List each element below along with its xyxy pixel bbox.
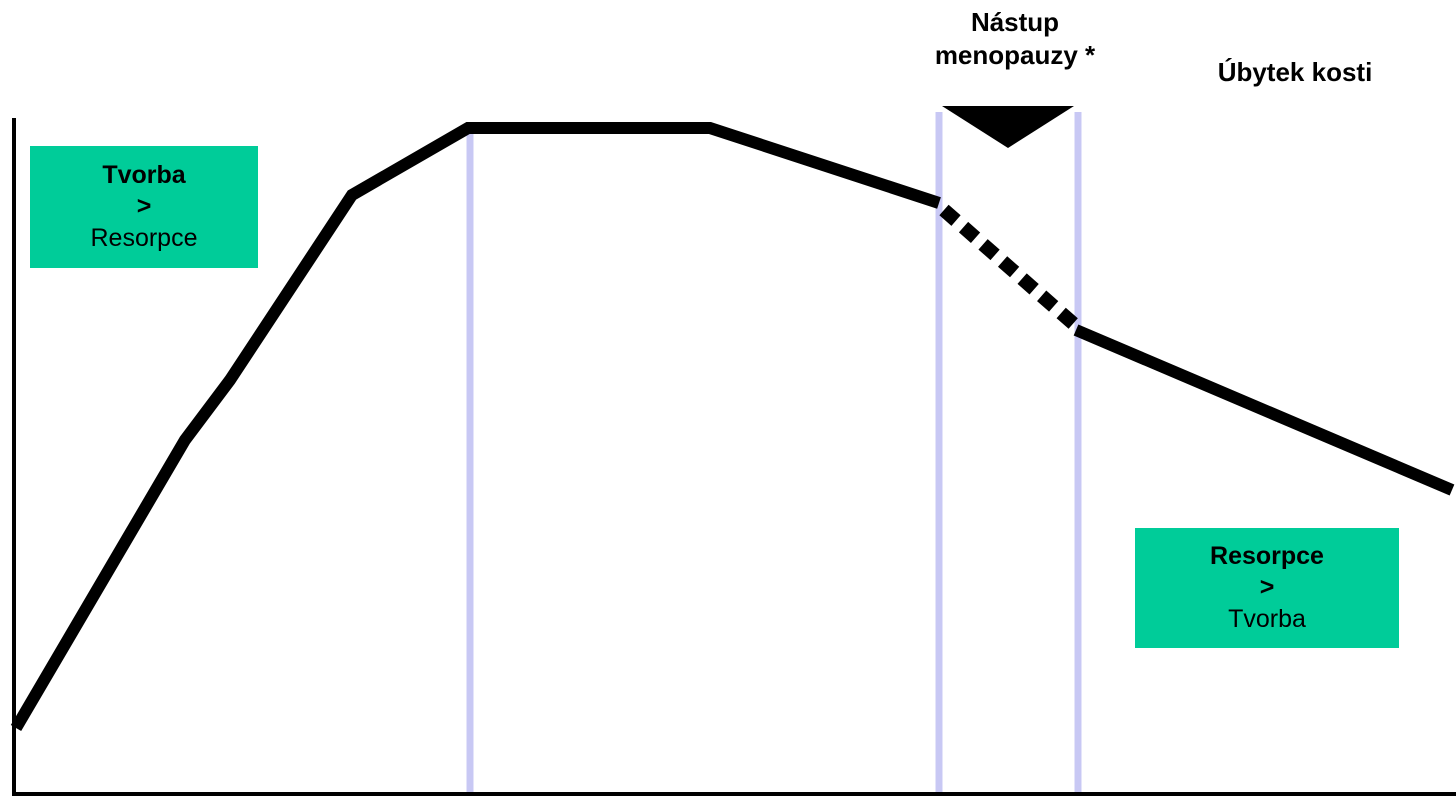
menopause-label-line2: menopauzy * — [934, 39, 1096, 70]
formation-greater-than-resorption-box: Tvorba > Resorpce — [30, 146, 258, 268]
formation-box-line3: Resorpce — [90, 223, 198, 252]
bone-mass-curve-postmenopause-decline — [1073, 324, 1455, 496]
formation-box-line2: > — [136, 192, 152, 221]
resorption-greater-than-formation-box: Resorpce > Tvorba — [1135, 528, 1399, 648]
resorption-box-line2: > — [1259, 573, 1275, 602]
resorption-box-line1: Resorpce — [1210, 542, 1324, 571]
menopause-marker-triangle — [942, 106, 1074, 148]
resorption-box-line3: Tvorba — [1228, 604, 1306, 633]
bone-loss-label: Úbytek kosti — [1217, 57, 1373, 87]
formation-box-line1: Tvorba — [102, 161, 186, 190]
menopause-onset-label: Nástup menopauzy * — [905, 6, 1125, 71]
menopause-label-line1: Nástup — [970, 7, 1060, 37]
bone-mass-curve-menopause-accelerated-loss — [939, 204, 1081, 332]
resorption-box-bg — [1135, 528, 1399, 648]
bone-mass-curve-growth-plateau-decline — [10, 122, 941, 732]
formation-box-bg — [30, 146, 258, 268]
